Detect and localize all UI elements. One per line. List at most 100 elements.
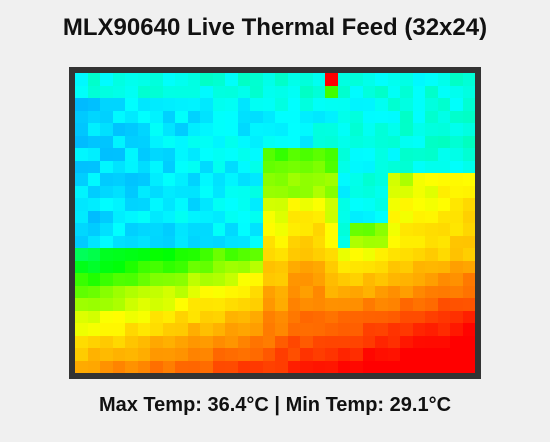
thermal-pixel — [237, 73, 250, 86]
thermal-pixel — [325, 260, 338, 273]
thermal-pixel — [175, 348, 188, 361]
thermal-pixel — [362, 248, 375, 261]
thermal-pixel — [175, 123, 188, 136]
thermal-pixel — [162, 98, 175, 111]
thermal-pixel — [362, 73, 375, 86]
thermal-pixel — [412, 173, 425, 186]
thermal-pixel — [362, 135, 375, 148]
thermal-pixel — [112, 323, 125, 336]
thermal-pixel — [100, 210, 113, 223]
thermal-pixel — [412, 98, 425, 111]
thermal-pixel — [287, 85, 300, 98]
thermal-pixel — [437, 260, 450, 273]
thermal-pixel — [300, 273, 313, 286]
thermal-pixel — [375, 323, 388, 336]
thermal-pixel — [437, 135, 450, 148]
thermal-pixel — [237, 198, 250, 211]
thermal-pixel — [325, 348, 338, 361]
thermal-pixel — [175, 135, 188, 148]
thermal-pixel — [250, 360, 263, 373]
thermal-pixel — [250, 273, 263, 286]
thermal-pixel — [200, 298, 213, 311]
thermal-pixel — [375, 348, 388, 361]
thermal-pixel — [212, 285, 225, 298]
thermal-pixel — [87, 173, 100, 186]
thermal-pixel — [150, 310, 163, 323]
thermal-pixel — [300, 148, 313, 161]
thermal-pixel — [200, 160, 213, 173]
thermal-pixel — [375, 123, 388, 136]
thermal-pixel — [425, 110, 438, 123]
thermal-pixel — [400, 210, 413, 223]
thermal-pixel — [450, 198, 463, 211]
thermal-pixel — [312, 323, 325, 336]
thermal-pixel — [150, 98, 163, 111]
thermal-pixel — [300, 210, 313, 223]
thermal-heatmap — [75, 73, 475, 373]
thermal-pixel — [362, 298, 375, 311]
thermal-pixel — [125, 360, 138, 373]
thermal-pixel — [250, 160, 263, 173]
thermal-pixel — [187, 98, 200, 111]
thermal-pixel — [112, 348, 125, 361]
thermal-pixel — [350, 260, 363, 273]
thermal-pixel — [225, 98, 238, 111]
thermal-pixel — [387, 110, 400, 123]
thermal-pixel — [75, 273, 88, 286]
thermal-pixel — [437, 310, 450, 323]
thermal-pixel — [175, 73, 188, 86]
thermal-pixel — [175, 160, 188, 173]
thermal-pixel — [362, 185, 375, 198]
thermal-pixel — [225, 298, 238, 311]
thermal-pixel — [412, 85, 425, 98]
thermal-pixel — [212, 148, 225, 161]
thermal-pixel — [462, 235, 475, 248]
thermal-pixel — [87, 110, 100, 123]
thermal-pixel — [200, 348, 213, 361]
thermal-pixel — [437, 285, 450, 298]
thermal-pixel — [412, 148, 425, 161]
thermal-pixel — [312, 185, 325, 198]
thermal-pixel — [100, 335, 113, 348]
thermal-pixel — [262, 148, 275, 161]
thermal-pixel — [300, 173, 313, 186]
thermal-pixel — [362, 285, 375, 298]
thermal-pixel — [262, 210, 275, 223]
thermal-pixel — [125, 323, 138, 336]
thermal-pixel — [462, 348, 475, 361]
thermal-pixel — [425, 223, 438, 236]
thermal-pixel — [250, 123, 263, 136]
thermal-pixel — [125, 273, 138, 286]
thermal-pixel — [312, 335, 325, 348]
thermal-pixel — [75, 160, 88, 173]
thermal-pixel — [225, 223, 238, 236]
thermal-pixel — [350, 285, 363, 298]
thermal-pixel — [112, 160, 125, 173]
thermal-pixel — [125, 110, 138, 123]
thermal-pixel — [400, 323, 413, 336]
thermal-pixel — [200, 360, 213, 373]
thermal-pixel — [112, 223, 125, 236]
thermal-pixel — [325, 360, 338, 373]
thermal-pixel — [150, 298, 163, 311]
thermal-pixel — [387, 223, 400, 236]
thermal-pixel — [375, 98, 388, 111]
thermal-pixel — [87, 135, 100, 148]
thermal-pixel — [75, 148, 88, 161]
thermal-pixel — [75, 360, 88, 373]
thermal-pixel — [150, 85, 163, 98]
thermal-pixel — [200, 185, 213, 198]
thermal-pixel — [212, 85, 225, 98]
thermal-pixel — [125, 260, 138, 273]
thermal-pixel — [237, 298, 250, 311]
thermal-pixel — [137, 223, 150, 236]
thermal-pixel — [175, 285, 188, 298]
thermal-pixel — [112, 285, 125, 298]
thermal-pixel — [162, 160, 175, 173]
thermal-pixel — [150, 148, 163, 161]
thermal-pixel — [387, 98, 400, 111]
thermal-pixel — [75, 310, 88, 323]
thermal-pixel — [387, 123, 400, 136]
thermal-pixel — [112, 73, 125, 86]
thermal-pixel — [125, 335, 138, 348]
